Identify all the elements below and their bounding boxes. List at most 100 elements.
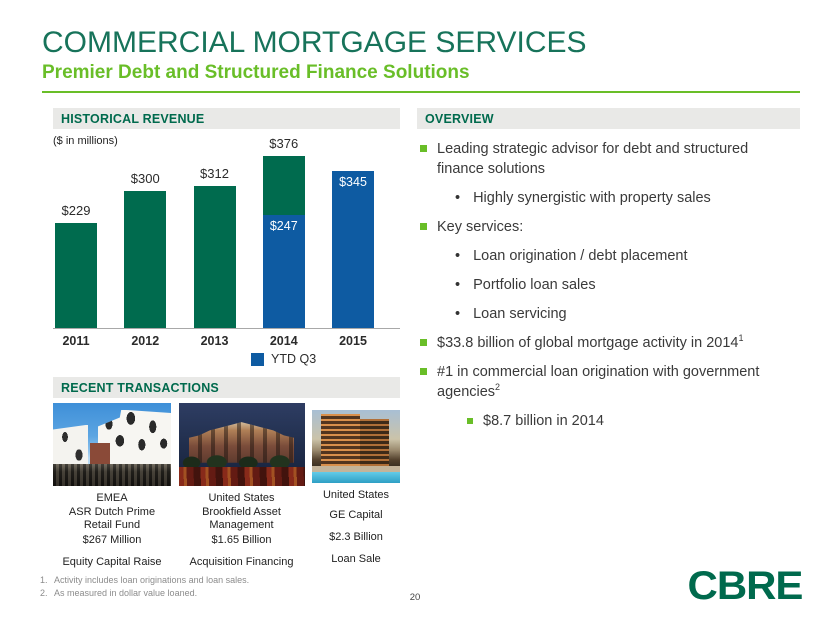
hotel-tower-h-tower-right-layer: [360, 418, 389, 467]
bar-stack-2013: [193, 186, 236, 328]
bar-segment-2012: [124, 191, 167, 328]
transaction-amount: $267 Million: [82, 534, 142, 546]
bar-segment-2014: [262, 156, 305, 215]
bar-value-label: $312: [200, 166, 229, 181]
transaction-region: United States: [208, 492, 275, 504]
transaction-type: Loan Sale: [331, 553, 381, 565]
transaction-region: United States: [322, 489, 390, 501]
overview-bullet-text: Portfolio loan sales: [473, 277, 596, 293]
overview-bullet-text: Loan servicing: [473, 306, 567, 322]
dot-bullet-icon: •: [455, 306, 461, 322]
bar-2015: $345: [332, 150, 374, 328]
bar-segment-2011: [55, 223, 97, 328]
overview-bullet-text: Highly synergistic with property sales: [473, 190, 711, 206]
section-header-label: OVERVIEW: [425, 111, 494, 126]
page-title: COMMERCIAL MORTGAGE SERVICES: [42, 26, 587, 59]
overview-bullet-text: $33.8 billion of global mortgage activit…: [437, 333, 744, 351]
bar-inside-value-label: $247: [269, 219, 298, 233]
x-axis-labels: 2011 2012 2013 2014 2015: [53, 329, 400, 348]
x-axis-label-2015: 2015: [339, 334, 367, 348]
overview-bullet-text: Leading strategic advisor for debt and s…: [437, 141, 749, 177]
hotel-tower-h-pool-layer: [312, 472, 400, 483]
transaction-card: United States Brookfield Asset Management…: [178, 403, 305, 568]
transaction-photo-apartment-night: [178, 403, 305, 486]
overview-bullet-item: • Loan servicing: [417, 304, 800, 324]
x-axis-label-2013: 2013: [200, 334, 229, 348]
section-header-overview: OVERVIEW: [417, 108, 800, 129]
section-header-recent-transactions: RECENT TRANSACTIONS: [53, 377, 400, 398]
header-divider: [42, 91, 800, 93]
square-bullet-icon: [467, 418, 473, 424]
square-bullet-icon: [420, 368, 427, 375]
square-bullet-icon: [420, 145, 427, 152]
bar-2014: $376 $247: [262, 136, 305, 328]
units-label: ($ in millions): [53, 135, 118, 147]
footnote-number: 1.: [40, 575, 48, 585]
apartment-night-a-trails-layer: [178, 466, 305, 486]
x-axis-label-2014: 2014: [269, 334, 298, 348]
transaction-amount: $2.3 Billion: [329, 531, 383, 543]
footnote-text: As measured in dollar value loaned.: [54, 588, 198, 598]
bar-value-label: $229: [61, 203, 91, 218]
footnote-text: Activity includes loan originations and …: [54, 575, 250, 585]
bar-2012: $300: [124, 150, 167, 328]
footnote-number: 2.: [40, 588, 48, 598]
transaction-client-name: ASR Dutch Prime Retail Fund: [68, 505, 156, 531]
dot-bullet-icon: •: [455, 248, 461, 264]
page-number: 20: [409, 592, 421, 603]
overview-bullet-item: Leading strategic advisor for debt and s…: [417, 139, 800, 179]
chart-legend: YTD Q3: [251, 352, 400, 366]
transaction-region: EMEA: [96, 492, 128, 504]
overview-bullet-text: Key services:: [437, 219, 524, 235]
transaction-type: Acquisition Financing: [189, 556, 294, 568]
transaction-client-name: GE Capital: [329, 509, 383, 521]
overview-bullet-list: Leading strategic advisor for debt and s…: [417, 139, 800, 431]
retail-plaza-r-bldg-left-layer: [53, 424, 89, 467]
footnote-item: 1. Activity includes loan originations an…: [40, 574, 249, 587]
transaction-client-name: Brookfield Asset Management: [202, 505, 281, 531]
square-bullet-icon: [420, 223, 427, 230]
section-header-historical-revenue: HISTORICAL REVENUE: [53, 108, 400, 129]
retail-plaza-r-center-layer: [89, 442, 110, 467]
overview-bullet-item: #1 in commercial loan origination with g…: [417, 362, 800, 402]
x-axis-label-2012: 2012: [131, 334, 160, 348]
footnote-reference: 2: [495, 382, 501, 393]
dot-bullet-icon: •: [455, 190, 461, 206]
footnote-reference: 1: [738, 333, 744, 344]
slide-header: COMMERCIAL MORTGAGE SERVICES Premier Deb…: [0, 0, 830, 93]
bar-value-label: $376: [269, 136, 299, 151]
bar-inside-value-label: $345: [339, 175, 367, 189]
overview-bullet-text: #1 in commercial loan origination with g…: [437, 364, 760, 400]
hotel-tower-h-tower-left-layer: [320, 414, 361, 467]
transaction-photo-hotel-tower: [312, 410, 400, 483]
transactions-row: EMEA ASR Dutch Prime Retail Fund $267 Mill…: [53, 403, 400, 568]
bar-2013: $312: [193, 150, 236, 328]
x-axis-label-2011: 2011: [62, 334, 90, 348]
legend-swatch: [251, 352, 264, 366]
bar-segment-2015: $345: [332, 171, 374, 328]
overview-bullet-item: • Highly synergistic with property sales: [417, 188, 800, 208]
hotel-tower-h-deck-layer: [312, 465, 400, 473]
section-header-label: RECENT TRANSACTIONS: [61, 380, 219, 395]
bar-2011: $229: [55, 150, 97, 328]
content-columns: HISTORICAL REVENUE ($ in millions) $229 $…: [0, 93, 830, 568]
section-header-label: HISTORICAL REVENUE: [61, 111, 205, 126]
bar-segment-2014: $247: [262, 215, 305, 328]
transaction-amount: $1.65 Billion: [211, 534, 272, 546]
square-bullet-icon: [420, 339, 427, 346]
retail-plaza-r-bldg-right-layer: [97, 409, 171, 467]
legend-label: YTD Q3: [271, 352, 317, 366]
overview-bullet-item: • Portfolio loan sales: [417, 275, 800, 295]
footnote-item: 2. As measured in dollar value loaned.: [40, 587, 249, 600]
transaction-type: Equity Capital Raise: [62, 556, 162, 568]
right-column: OVERVIEW Leading strategic advisor for d…: [417, 108, 800, 568]
overview-bullet-item: • Loan origination / debt placement: [417, 246, 800, 266]
revenue-bar-chart: $229 $300 $312 $376 $247 $345: [53, 136, 400, 329]
dot-bullet-icon: •: [455, 277, 461, 293]
cbre-logo: CBRE: [687, 564, 803, 608]
footnotes: 1. Activity includes loan originations an…: [40, 574, 249, 600]
left-column: HISTORICAL REVENUE ($ in millions) $229 $…: [53, 108, 400, 568]
transaction-card: United States GE Capital $2.3 Billion Loan …: [312, 403, 400, 568]
overview-bullet-text: $8.7 billion in 2014: [483, 413, 604, 429]
